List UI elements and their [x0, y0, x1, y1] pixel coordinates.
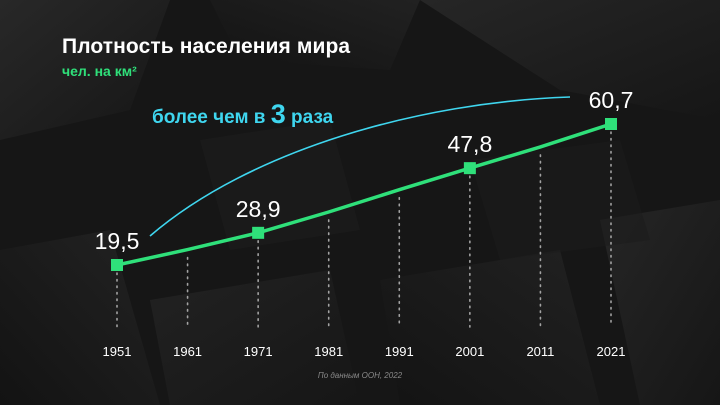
x-tick-1971: 1971: [244, 344, 273, 359]
data-point-1971: [252, 226, 265, 239]
growth-arc: [149, 96, 571, 237]
annotation-prefix: более чем в: [152, 107, 271, 128]
x-tick-2021: 2021: [597, 344, 626, 359]
data-point-1951: [111, 259, 123, 271]
annotation-number: 3: [270, 99, 286, 129]
growth-annotation: более чем в 3 раза: [152, 99, 333, 130]
x-tick-1961: 1961: [173, 344, 202, 359]
chart-title: Плотность населения мира: [62, 35, 351, 58]
data-point-2001: [463, 162, 476, 175]
source-note: По данным ООН, 2022: [317, 371, 403, 380]
annotation-suffix: раза: [285, 107, 334, 128]
x-tick-1981: 1981: [314, 344, 343, 359]
x-tick-2001: 2001: [455, 344, 484, 359]
x-tick-1991: 1991: [385, 344, 414, 359]
data-point-2021: [605, 118, 617, 130]
chart-subtitle: чел. на км²: [62, 63, 137, 79]
series-line: [115, 122, 613, 267]
data-label-2001: 47,8: [447, 131, 492, 157]
data-label-1971: 28,9: [236, 196, 281, 222]
data-label-1951: 19,5: [95, 228, 140, 254]
x-tick-2011: 2011: [526, 344, 554, 359]
x-tick-1951: 1951: [103, 344, 132, 359]
data-label-2021: 60,7: [589, 87, 634, 113]
